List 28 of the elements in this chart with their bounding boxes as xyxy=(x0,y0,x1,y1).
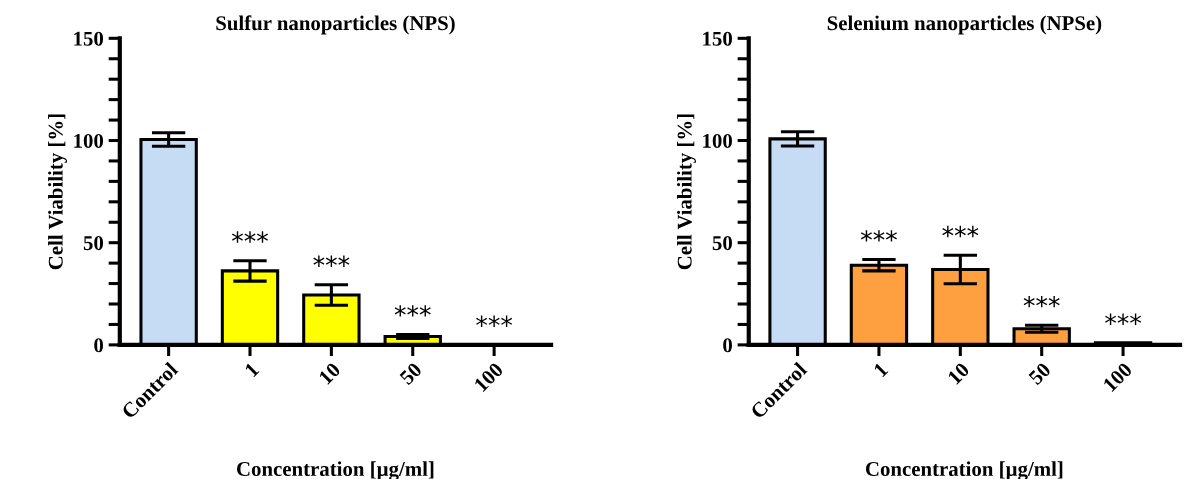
x-tick-label: 1 xyxy=(244,362,260,378)
chart-title: Sulfur nanoparticles (NPS) xyxy=(216,15,455,35)
y-tick-label: 150 xyxy=(74,31,104,46)
annotation: *** xyxy=(476,315,513,327)
y-tick-label: 100 xyxy=(74,133,104,148)
y-tick-label: 100 xyxy=(703,133,732,148)
y-axis-title: Cell Viability [%] xyxy=(48,114,68,270)
annotation: *** xyxy=(942,225,979,238)
annotation: *** xyxy=(394,305,431,317)
annotation: *** xyxy=(231,231,268,243)
chart-title: Selenium nanoparticles (NPSe) xyxy=(827,15,1102,35)
y-tick-label: 50 xyxy=(712,236,732,251)
y-tick-label: 0 xyxy=(723,338,732,353)
annotation: *** xyxy=(1023,295,1060,308)
annotation: *** xyxy=(313,255,350,267)
x-tick-label: 10 xyxy=(947,361,971,385)
annotation: *** xyxy=(860,230,897,242)
y-tick-label: 0 xyxy=(94,338,104,353)
x-tick-label: 1 xyxy=(873,362,889,378)
y-tick-label: 150 xyxy=(703,31,732,46)
x-tick-label: 100 xyxy=(473,361,504,393)
annotation: *** xyxy=(1105,313,1142,325)
x-tick-label: 50 xyxy=(1027,361,1052,386)
x-tick-label: 10 xyxy=(318,361,342,385)
y-axis-title: Cell Viability [%] xyxy=(677,114,696,270)
y-tick-label: 50 xyxy=(83,236,104,251)
x-tick-label: 100 xyxy=(1102,361,1133,393)
x-tick-label: 50 xyxy=(399,361,423,386)
